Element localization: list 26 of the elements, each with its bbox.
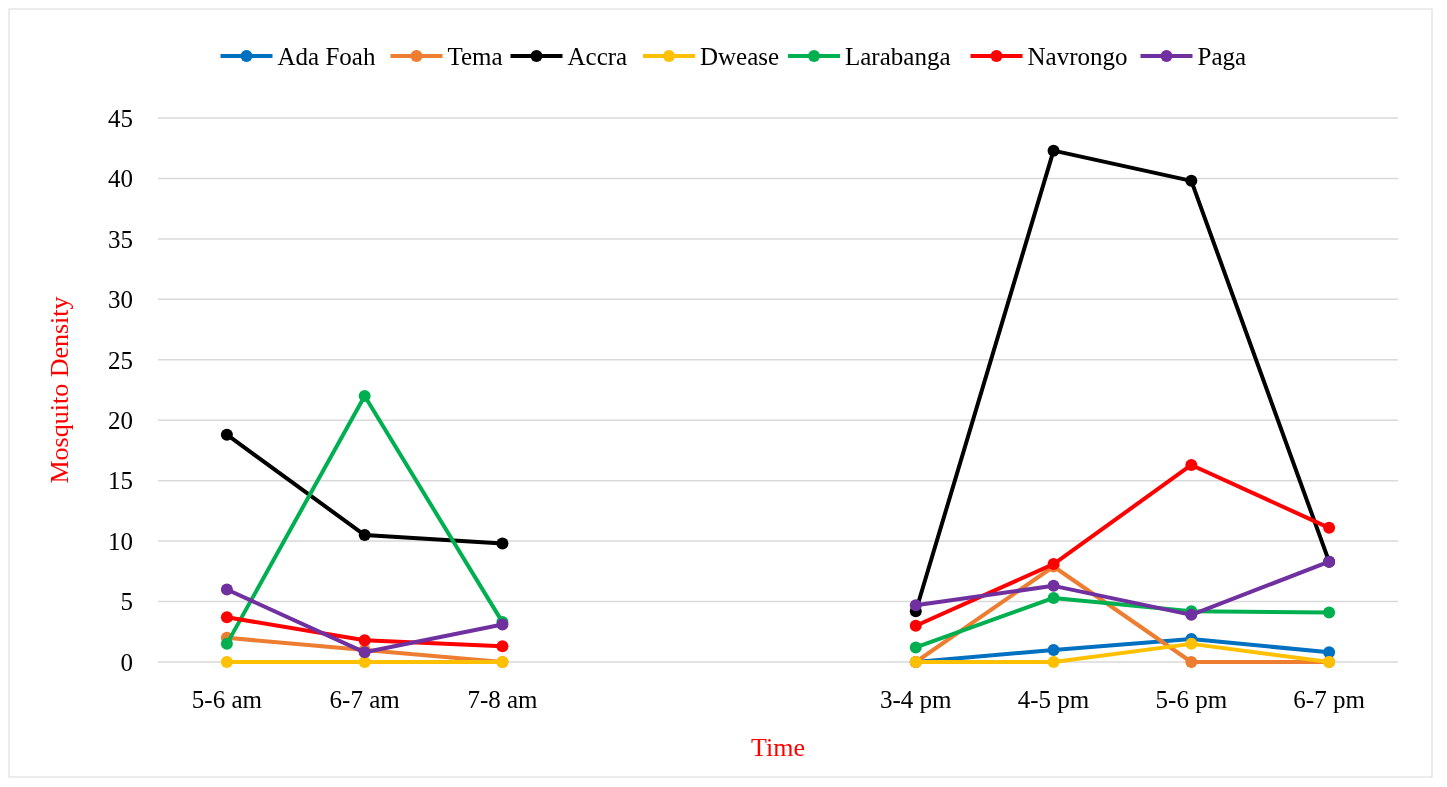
y-tick-label: 5 [120, 588, 133, 616]
x-axis-title: Time [751, 733, 805, 762]
legend-label: Dwease [700, 42, 780, 70]
legend-label: Ada Foah [277, 42, 376, 70]
y-axis-title: Mosquito Density [45, 296, 74, 484]
x-tick-label: 4-5 pm [1017, 686, 1090, 713]
x-tick-label: 5-6 pm [1155, 686, 1228, 713]
legend-label: Accra [567, 42, 628, 70]
y-tick-label: 30 [108, 286, 133, 314]
y-tick-label: 25 [108, 346, 133, 374]
x-tick-label: 6-7 am [329, 686, 401, 713]
x-tick-label: 6-7 pm [1293, 686, 1366, 713]
y-tick-label: 10 [108, 527, 133, 555]
y-tick-label: 35 [108, 225, 133, 253]
y-tick-label: 40 [108, 165, 133, 193]
legend-label: Tema [447, 42, 503, 70]
x-tick-label: 7-8 am [467, 686, 539, 713]
legend-label: Navrongo [1027, 42, 1128, 70]
x-tick-label: 5-6 am [191, 686, 263, 713]
legend-label: Paga [1197, 42, 1247, 70]
y-tick-label: 20 [108, 406, 133, 434]
y-tick-label: 15 [108, 467, 133, 495]
y-tick-label: 0 [120, 648, 133, 676]
legend-label: Larabanga [845, 42, 951, 70]
y-tick-label: 45 [108, 104, 133, 132]
x-tick-label: 3-4 pm [880, 686, 953, 713]
